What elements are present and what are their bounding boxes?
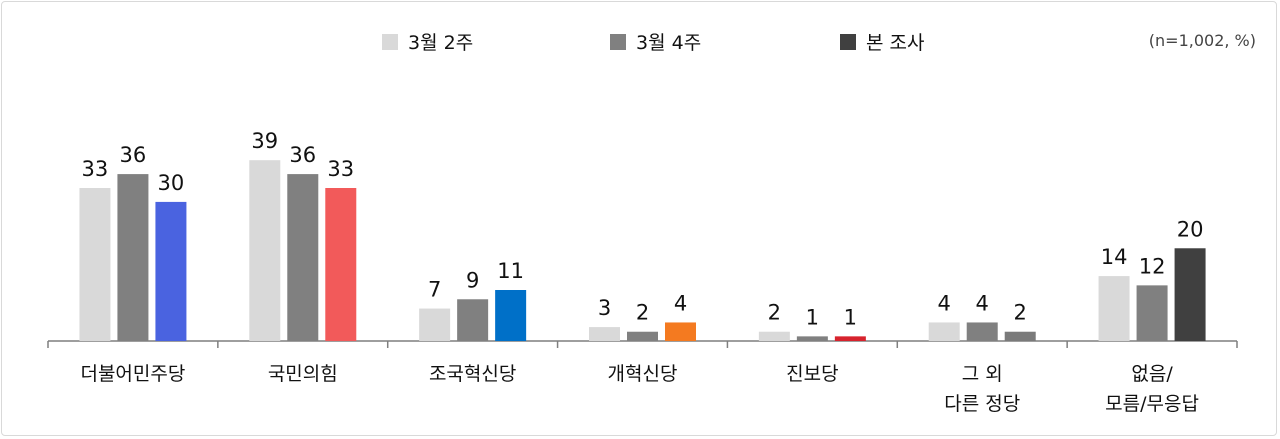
bar — [928, 322, 960, 341]
bar — [665, 322, 696, 341]
category-label: 조국혁신당 — [429, 363, 516, 385]
legend-swatch — [840, 34, 856, 50]
bar — [457, 299, 489, 341]
data-label: 2 — [636, 301, 649, 325]
data-label: 39 — [251, 129, 278, 153]
bar — [1004, 331, 1036, 341]
category-label: 국민의힘 — [268, 363, 338, 385]
bar — [1098, 276, 1130, 341]
data-label: 30 — [158, 171, 185, 195]
data-label: 4 — [938, 291, 951, 315]
data-label: 33 — [82, 157, 109, 181]
legend-swatch — [610, 34, 626, 50]
bar — [1136, 285, 1168, 341]
data-label: 4 — [976, 291, 989, 315]
bar — [249, 160, 281, 341]
data-label: 36 — [289, 143, 316, 167]
data-label: 1 — [806, 305, 819, 329]
category-label: 다른 정당 — [944, 393, 1020, 415]
data-label: 33 — [327, 157, 354, 181]
sample-note: (n=1,002, %) — [1149, 31, 1256, 50]
bar — [419, 308, 451, 341]
category-label: 진보당 — [786, 363, 838, 385]
data-label: 9 — [466, 268, 479, 292]
legend-swatch — [382, 34, 398, 50]
data-label: 2 — [768, 301, 781, 325]
bar — [758, 331, 790, 341]
bar — [325, 188, 357, 341]
data-label: 14 — [1101, 245, 1128, 269]
category-label: 없음/ — [1131, 363, 1173, 385]
data-label: 1 — [844, 305, 857, 329]
bar — [834, 336, 866, 341]
bar — [287, 174, 319, 341]
category-label: 더불어민주당 — [80, 363, 185, 385]
data-label: 7 — [428, 278, 441, 302]
legend-label: 3월 4주 — [636, 32, 701, 54]
bar — [796, 336, 828, 341]
bar — [589, 327, 620, 341]
data-label: 12 — [1139, 254, 1166, 278]
bar — [966, 322, 998, 341]
data-label: 3 — [598, 296, 611, 320]
bar — [627, 331, 658, 341]
bar — [155, 201, 187, 341]
data-label: 20 — [1177, 217, 1204, 241]
category-label: 개혁신당 — [608, 363, 678, 385]
bar — [79, 188, 111, 341]
data-label: 2 — [1014, 301, 1027, 325]
data-label: 36 — [120, 143, 147, 167]
legend-label: 본 조사 — [866, 32, 924, 54]
data-label: 11 — [497, 259, 524, 283]
bar — [117, 174, 149, 341]
legend-label: 3월 2주 — [408, 32, 473, 54]
category-label: 모름/무응답 — [1105, 393, 1199, 415]
bar — [1174, 248, 1206, 341]
data-label: 4 — [674, 291, 687, 315]
bar — [495, 290, 527, 341]
category-label: 그 외 — [962, 363, 1003, 385]
